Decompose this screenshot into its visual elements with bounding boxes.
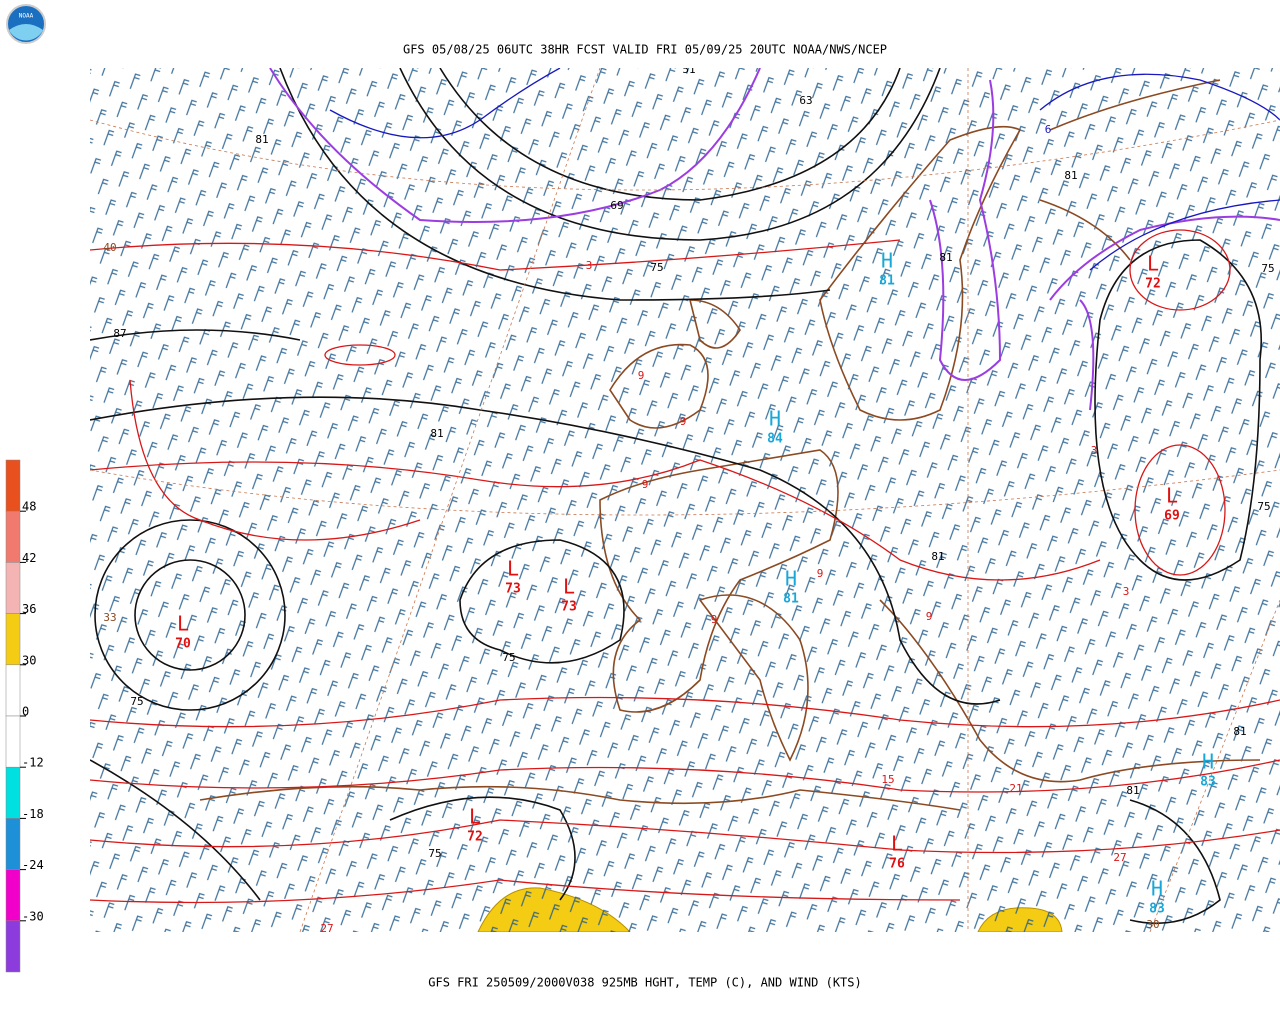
contour-label: 21: [1009, 782, 1022, 795]
coastlines: [199, 79, 1261, 811]
pressure-center-value: 81: [879, 274, 895, 289]
contour-label: 75: [502, 651, 515, 664]
pressure-center-symbol: L: [891, 832, 903, 856]
contour-label: 75: [1261, 262, 1274, 275]
colorbar-label: 36: [22, 602, 36, 616]
logo-text: NOAA: [19, 13, 34, 20]
pressure-center-value: 83: [1200, 775, 1216, 790]
pressure-center-symbol: H: [881, 249, 893, 273]
contour-label: 81: [255, 133, 268, 146]
map-title: GFS 05/08/25 06UTC 38HR FCST VALID FRI 0…: [403, 43, 887, 57]
contour-label: 81: [1064, 169, 1077, 182]
pressure-center-symbol: H: [769, 407, 781, 431]
contour-label: 27: [1113, 851, 1126, 864]
contour-label: 9: [638, 369, 645, 382]
pressure-center-symbol: H: [1202, 750, 1214, 774]
map-footer: GFS FRI 250509/2000V038 925MB HGHT, TEMP…: [428, 976, 861, 990]
colorbar-label: -18: [22, 807, 44, 821]
colorbar-segment: [5, 664, 21, 717]
contour-label: 3: [1091, 444, 1098, 457]
contour-label: 3: [1123, 585, 1130, 598]
graticule: [90, 68, 1280, 932]
contour-label: 75: [130, 695, 143, 708]
noaa-logo: NOAA: [6, 4, 46, 44]
contour-label: 87: [113, 327, 126, 340]
pressure-center-symbol: L: [177, 612, 189, 636]
colorbar-segment: [5, 613, 21, 666]
pressure-center-value: 76: [889, 857, 905, 872]
contour-label: 81: [1126, 784, 1139, 797]
colorbar-segment: [5, 562, 21, 614]
pressure-center-value: 73: [561, 600, 577, 615]
colorbar-label: -24: [22, 858, 44, 872]
contour-label: 30: [1146, 918, 1159, 931]
colorbar-segment: [5, 715, 21, 768]
cold-contours-blue: [329, 68, 1280, 271]
pressure-center-value: 81: [783, 592, 799, 607]
pressure-center-symbol: H: [785, 567, 797, 591]
pressure-center-value: 69: [1164, 509, 1180, 524]
colorbar-segment: [5, 869, 21, 922]
contour-label: 51: [682, 63, 695, 76]
colorbar: 48 42 36 30 0 -12 -18 -24 -30: [5, 459, 44, 973]
pressure-center-symbol: L: [563, 575, 575, 599]
colorbar-label: 48: [22, 500, 36, 514]
cold-contours: [269, 68, 1280, 411]
contour-label: 9: [817, 567, 824, 580]
contour-label: 27: [320, 922, 333, 935]
contour-label: 9: [926, 610, 933, 623]
contour-label: 69: [610, 199, 623, 212]
colorbar-label: -12: [22, 756, 44, 770]
height-contours: [90, 68, 1262, 925]
contour-label: 81: [1233, 725, 1246, 738]
contour-label: 81: [430, 427, 443, 440]
colorbar-segment: [5, 766, 21, 819]
colorbar-label: 30: [22, 653, 36, 667]
pressure-center-symbol: L: [469, 805, 481, 829]
contour-label: 6: [1045, 123, 1052, 136]
contour-label: 81: [931, 550, 944, 563]
colorbar-segment: [5, 818, 21, 870]
pressure-center-value: 72: [1145, 277, 1161, 292]
contour-label: 75: [650, 261, 663, 274]
colorbar-segment: [5, 920, 21, 973]
contour-label: 75: [1257, 500, 1270, 513]
pressure-center-value: 70: [175, 637, 191, 652]
colorbar-label: 42: [22, 551, 36, 565]
contour-label: 3: [586, 259, 593, 272]
pressure-center-value: 72: [467, 830, 483, 845]
colorbar-label: -30: [22, 909, 44, 923]
pressure-center-value: 84: [767, 432, 783, 447]
colorbar-segment: [5, 459, 21, 512]
contour-label: 15: [881, 773, 894, 786]
contour-label: 63: [799, 94, 812, 107]
pressure-center-symbol: L: [1147, 252, 1159, 276]
contour-label: 9: [642, 478, 649, 491]
pressure-center-symbol: H: [1151, 877, 1163, 901]
contour-label: 40: [103, 241, 116, 254]
pressure-center-value: 83: [1149, 902, 1165, 917]
temperature-contours: [90, 229, 1280, 904]
colorbar-segment: [5, 510, 21, 563]
colorbar-label: 0: [22, 705, 29, 719]
pressure-center-symbol: L: [1166, 484, 1178, 508]
pressure-center-symbol: L: [507, 557, 519, 581]
contour-label: 9: [680, 415, 687, 428]
contour-label: 9: [711, 613, 718, 626]
contour-label: 33: [103, 611, 116, 624]
contour-label: 81: [939, 251, 952, 264]
contour-label: 75: [428, 847, 441, 860]
pressure-center-value: 73: [505, 582, 521, 597]
